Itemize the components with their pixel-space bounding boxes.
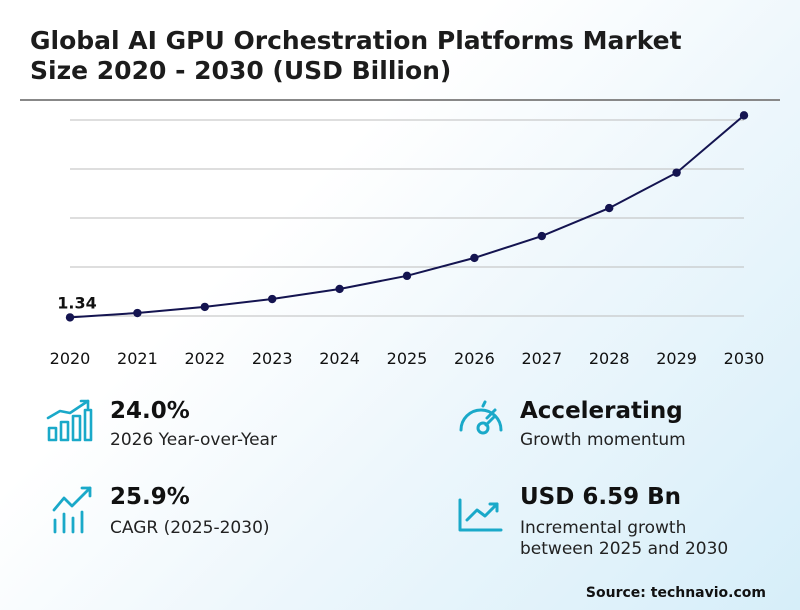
title-divider [20, 99, 780, 101]
data-point-2023 [268, 294, 277, 304]
data-point-2020 [65, 313, 75, 322]
title-line-2: Size 2020 - 2030 (USD Billion) [30, 56, 452, 85]
stat-momentum-value: Accelerating [520, 398, 683, 424]
data-point-2027 [537, 231, 546, 241]
data-point-2022 [200, 302, 209, 312]
stat-cagr-value: 25.9% [110, 484, 190, 510]
x-tick-label-2028: 2028 [589, 349, 630, 368]
series-line [69, 114, 745, 319]
x-tick-label-2022: 2022 [184, 349, 225, 368]
stat-yoy-value: 24.0% [110, 398, 190, 424]
title-line-1: Global AI GPU Orchestration Platforms Ma… [30, 26, 682, 55]
line-chart: 2020 2021 2022 2023 2024 2025 2026 2027 2028 2029… [50, 111, 765, 368]
x-tick-label-2027: 2027 [521, 349, 562, 368]
stat-yoy-desc: 2026 Year-over-Year [110, 430, 277, 450]
x-tick-label-2020: 2020 [50, 349, 91, 368]
x-tick-label-2024: 2024 [319, 349, 360, 368]
stat-incremental-desc-1: Incremental growth [520, 518, 687, 538]
stat-momentum-desc: Growth momentum [520, 430, 686, 450]
data-point-2030 [739, 111, 749, 120]
x-tick-label-2025: 2025 [387, 349, 428, 368]
data-point-2026 [470, 253, 479, 263]
line-chart-up-icon [458, 498, 503, 532]
data-point-2028 [605, 203, 614, 213]
bar-chart-growth-icon [46, 399, 93, 442]
data-point-2021 [133, 308, 142, 318]
data-label-2020: 1.34 [57, 293, 96, 312]
x-tick-label-2030: 2030 [724, 349, 765, 368]
chart-title: Global AI GPU Orchestration Platforms Ma… [30, 26, 780, 86]
stat-cagr-desc: CAGR (2025-2030) [110, 518, 270, 538]
x-tick-label-2023: 2023 [252, 349, 293, 368]
data-point-2025 [402, 271, 412, 281]
trend-bars-icon [52, 486, 92, 534]
data-point-2029 [672, 168, 681, 177]
x-tick-label-2029: 2029 [656, 349, 697, 368]
speedometer-icon [459, 400, 503, 435]
source-credit: Source: technavio.com [585, 585, 766, 601]
stat-incremental-value: USD 6.59 Bn [520, 484, 681, 510]
x-tick-label-2026: 2026 [454, 349, 495, 368]
data-point-2024 [335, 284, 344, 294]
x-tick-label-2021: 2021 [117, 349, 158, 368]
stat-incremental-desc-2: between 2025 and 2030 [520, 539, 729, 559]
